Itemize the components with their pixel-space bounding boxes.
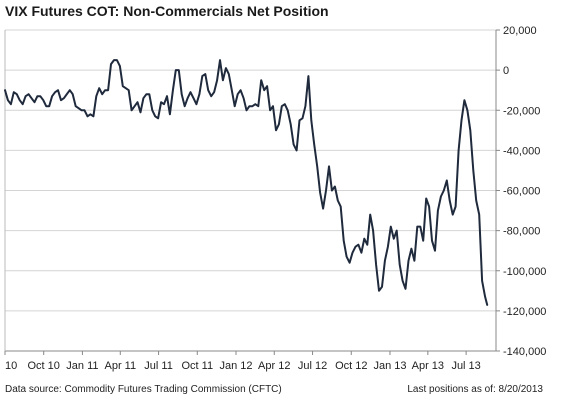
gridlines [5, 29, 496, 352]
y-tick-label: 20,000 [503, 25, 537, 37]
x-tick-label: Apr 13 [412, 360, 444, 372]
x-tick-label: Jul 13 [451, 360, 480, 372]
x-tick-label: Oct 12 [335, 360, 367, 372]
x-tick-label: 10 [5, 360, 17, 372]
x-tick-label: Jan 12 [219, 360, 252, 372]
last-positions-note: Last positions as of: 8/20/2013 [407, 384, 543, 395]
y-tick-label: -60,000 [503, 186, 540, 198]
x-tick-label: Apr 11 [104, 360, 136, 372]
y-tick-label: 0 [503, 65, 509, 77]
y-tick-label: -40,000 [503, 145, 540, 157]
y-tick-label: -120,000 [503, 306, 546, 318]
x-tick-label: Oct 11 [181, 360, 213, 372]
data-source-note: Data source: Commodity Futures Trading C… [5, 384, 282, 395]
y-tick-label: -140,000 [503, 346, 546, 358]
series-line [4, 59, 489, 306]
x-tick-label: Oct 10 [28, 360, 60, 372]
x-tick-label: Apr 12 [258, 360, 290, 372]
series-lines [4, 59, 489, 306]
y-axis-ticks: 20,000 0 -20,000 -40,000 -60,000 -80,000 -100,… [496, 25, 546, 358]
x-axis-ticks: 10 Oct 10 Jan 11 Apr 11 Jul 11 Oct 11 Jan 12 Ap… [4, 351, 481, 372]
y-tick-label: -20,000 [503, 105, 540, 117]
x-tick-label: Jul 12 [298, 360, 327, 372]
y-tick-label: -80,000 [503, 226, 540, 238]
x-tick-label: Jan 13 [373, 360, 406, 372]
y-tick-label: -100,000 [503, 266, 546, 278]
x-tick-label: Jul 11 [144, 360, 173, 372]
chart-title: VIX Futures COT: Non-Commercials Net Pos… [5, 3, 329, 19]
x-tick-label: Jan 11 [66, 360, 98, 372]
